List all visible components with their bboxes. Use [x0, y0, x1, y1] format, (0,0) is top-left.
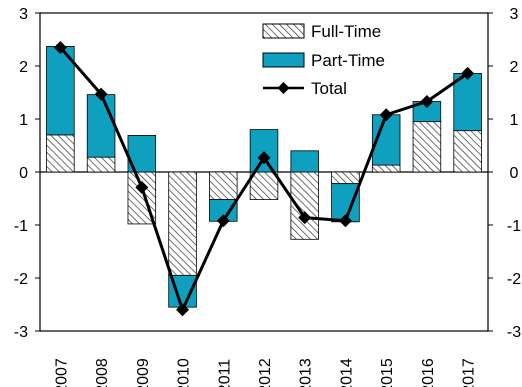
marker-total-2009: [135, 180, 149, 194]
xtick-label-2007: 2007: [53, 358, 70, 387]
marker-total-2013: [298, 211, 312, 225]
legend-label-total: Total: [311, 79, 347, 98]
xtick-label-2015: 2015: [379, 358, 396, 387]
ytick-right-label: -3: [507, 324, 521, 341]
bar-full-time-2014: [331, 171, 360, 185]
ytick-left-label: -3: [14, 324, 28, 341]
legend: Full-Time Part-Time Total: [262, 22, 385, 98]
ytick-left-label: 1: [19, 112, 28, 129]
legend-swatch-part-time: [262, 52, 305, 68]
xtick-label-2009: 2009: [135, 358, 152, 387]
xtick-label-2016: 2016: [420, 358, 437, 387]
xtick-label-2012: 2012: [257, 358, 274, 387]
bar-part-time-2007: [46, 45, 75, 136]
left-axis-ticks: 3 2 1 0 -1 -2 -3: [14, 6, 40, 341]
bar-full-time-2017: [453, 130, 482, 173]
xtick-label-2017: 2017: [461, 358, 478, 387]
ytick-left-label: -1: [14, 218, 28, 235]
ytick-right-label: -2: [507, 271, 521, 288]
bar-part-time-2008: [86, 94, 116, 158]
total-line-layer: [53, 40, 475, 317]
bar-full-time-2016: [412, 121, 442, 173]
ytick-left-label: 3: [19, 6, 28, 23]
bar-full-time-2015: [371, 164, 401, 173]
ytick-right-label: 0: [510, 165, 519, 182]
ytick-right-label: 2: [510, 59, 519, 76]
xtick-label-2008: 2008: [94, 358, 111, 387]
ytick-right-label: -1: [507, 218, 521, 235]
ytick-right-label: 3: [510, 6, 519, 23]
marker-total-2014: [338, 214, 352, 228]
marker-total-2010: [176, 303, 190, 317]
bar-full-time-2012: [249, 171, 279, 200]
ytick-right-label: 1: [510, 112, 519, 129]
marker-total-2015: [379, 108, 393, 122]
bar-part-time-2013: [290, 150, 319, 173]
legend-label-part-time: Part-Time: [311, 51, 385, 70]
bar-part-time-2012: [249, 129, 279, 173]
bar-part-time-2017: [453, 73, 482, 132]
bar-full-time-2010: [168, 171, 197, 276]
marker-total-2012: [257, 151, 271, 165]
bar-full-time-2011: [209, 171, 238, 200]
xtick-label-2011: 2011: [216, 359, 233, 387]
xtick-label-2014: 2014: [338, 358, 355, 387]
x-axis-ticks: 2007 2008 2009 2010 2011 2012 2013 2014 2015 2016…: [53, 358, 477, 387]
bar-full-time-2007: [46, 134, 75, 173]
legend-swatch-full-time: [262, 23, 305, 39]
xtick-label-2013: 2013: [298, 358, 315, 387]
right-axis-ticks: 3 2 1 0 -1 -2 -3: [488, 6, 521, 341]
legend-swatch-total-marker: [277, 82, 290, 94]
bars-layer: [46, 45, 482, 308]
marker-total-2011: [216, 214, 230, 228]
ytick-left-label: 2: [19, 59, 28, 76]
marker-total-2008: [94, 87, 108, 101]
marker-total-2016: [420, 95, 434, 109]
legend-label-full-time: Full-Time: [311, 22, 381, 41]
marker-total-2017: [461, 66, 475, 80]
ytick-left-label: -2: [14, 271, 28, 288]
bar-full-time-2008: [86, 156, 116, 173]
ytick-left-label: 0: [19, 165, 28, 182]
xtick-label-2010: 2010: [176, 358, 193, 387]
marker-total-2007: [53, 40, 67, 54]
